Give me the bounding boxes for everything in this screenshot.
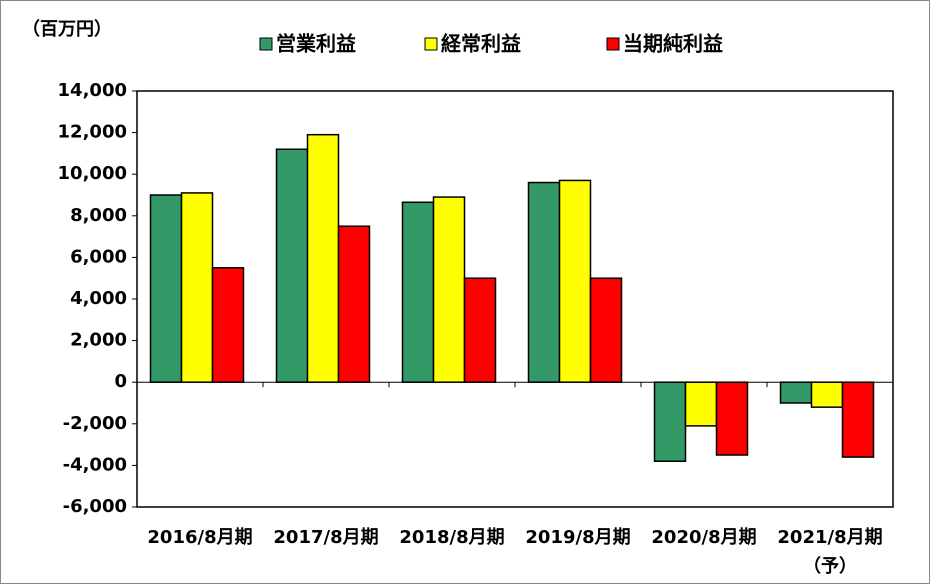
- x-tick-label: 2021/8月期: [777, 527, 882, 548]
- y-tick-label: 4,000: [70, 288, 127, 309]
- bar: [337, 225, 371, 383]
- x-tick-label: （予）: [803, 556, 857, 577]
- y-tick-label: -6,000: [63, 496, 127, 517]
- bar: [653, 381, 687, 462]
- bar: [211, 267, 245, 383]
- legend-label: 当期純利益: [623, 32, 723, 56]
- x-tick-label: 2020/8月期: [651, 527, 756, 548]
- legend-label: 経常利益: [441, 32, 521, 56]
- y-tick-label: -4,000: [63, 454, 127, 475]
- y-tick-label: 12,000: [58, 122, 127, 143]
- bar: [463, 277, 497, 383]
- bar: [432, 196, 466, 383]
- legend-label: 営業利益: [276, 32, 356, 56]
- bar: [779, 381, 813, 404]
- x-tick-label: 2018/8月期: [399, 527, 504, 548]
- y-tick-label: 6,000: [70, 246, 127, 267]
- bar: [527, 181, 561, 383]
- unit-label: （百万円）: [22, 19, 112, 40]
- x-tick-label: 2019/8月期: [525, 527, 630, 548]
- x-tick-label: 2016/8月期: [147, 527, 252, 548]
- plot-area: [136, 90, 894, 508]
- bar: [275, 148, 309, 383]
- bar: [306, 133, 340, 383]
- bar: [558, 179, 592, 383]
- legend-swatch: [259, 37, 273, 51]
- bar: [180, 192, 214, 383]
- bar: [841, 381, 875, 458]
- bar: [715, 381, 749, 456]
- y-tick-label: -2,000: [63, 413, 127, 434]
- y-tick-label: 2,000: [70, 330, 127, 351]
- bar: [149, 194, 183, 383]
- bar: [589, 277, 623, 383]
- legend-swatch: [606, 37, 620, 51]
- y-tick-label: 10,000: [58, 163, 127, 184]
- y-tick-label: 8,000: [70, 205, 127, 226]
- x-tick-label: 2017/8月期: [273, 527, 378, 548]
- y-tick-label: 0: [114, 371, 127, 392]
- bar: [684, 381, 718, 427]
- bar: [401, 201, 435, 383]
- bar: [810, 381, 844, 408]
- legend-swatch: [424, 37, 438, 51]
- y-tick-label: 14,000: [58, 80, 127, 101]
